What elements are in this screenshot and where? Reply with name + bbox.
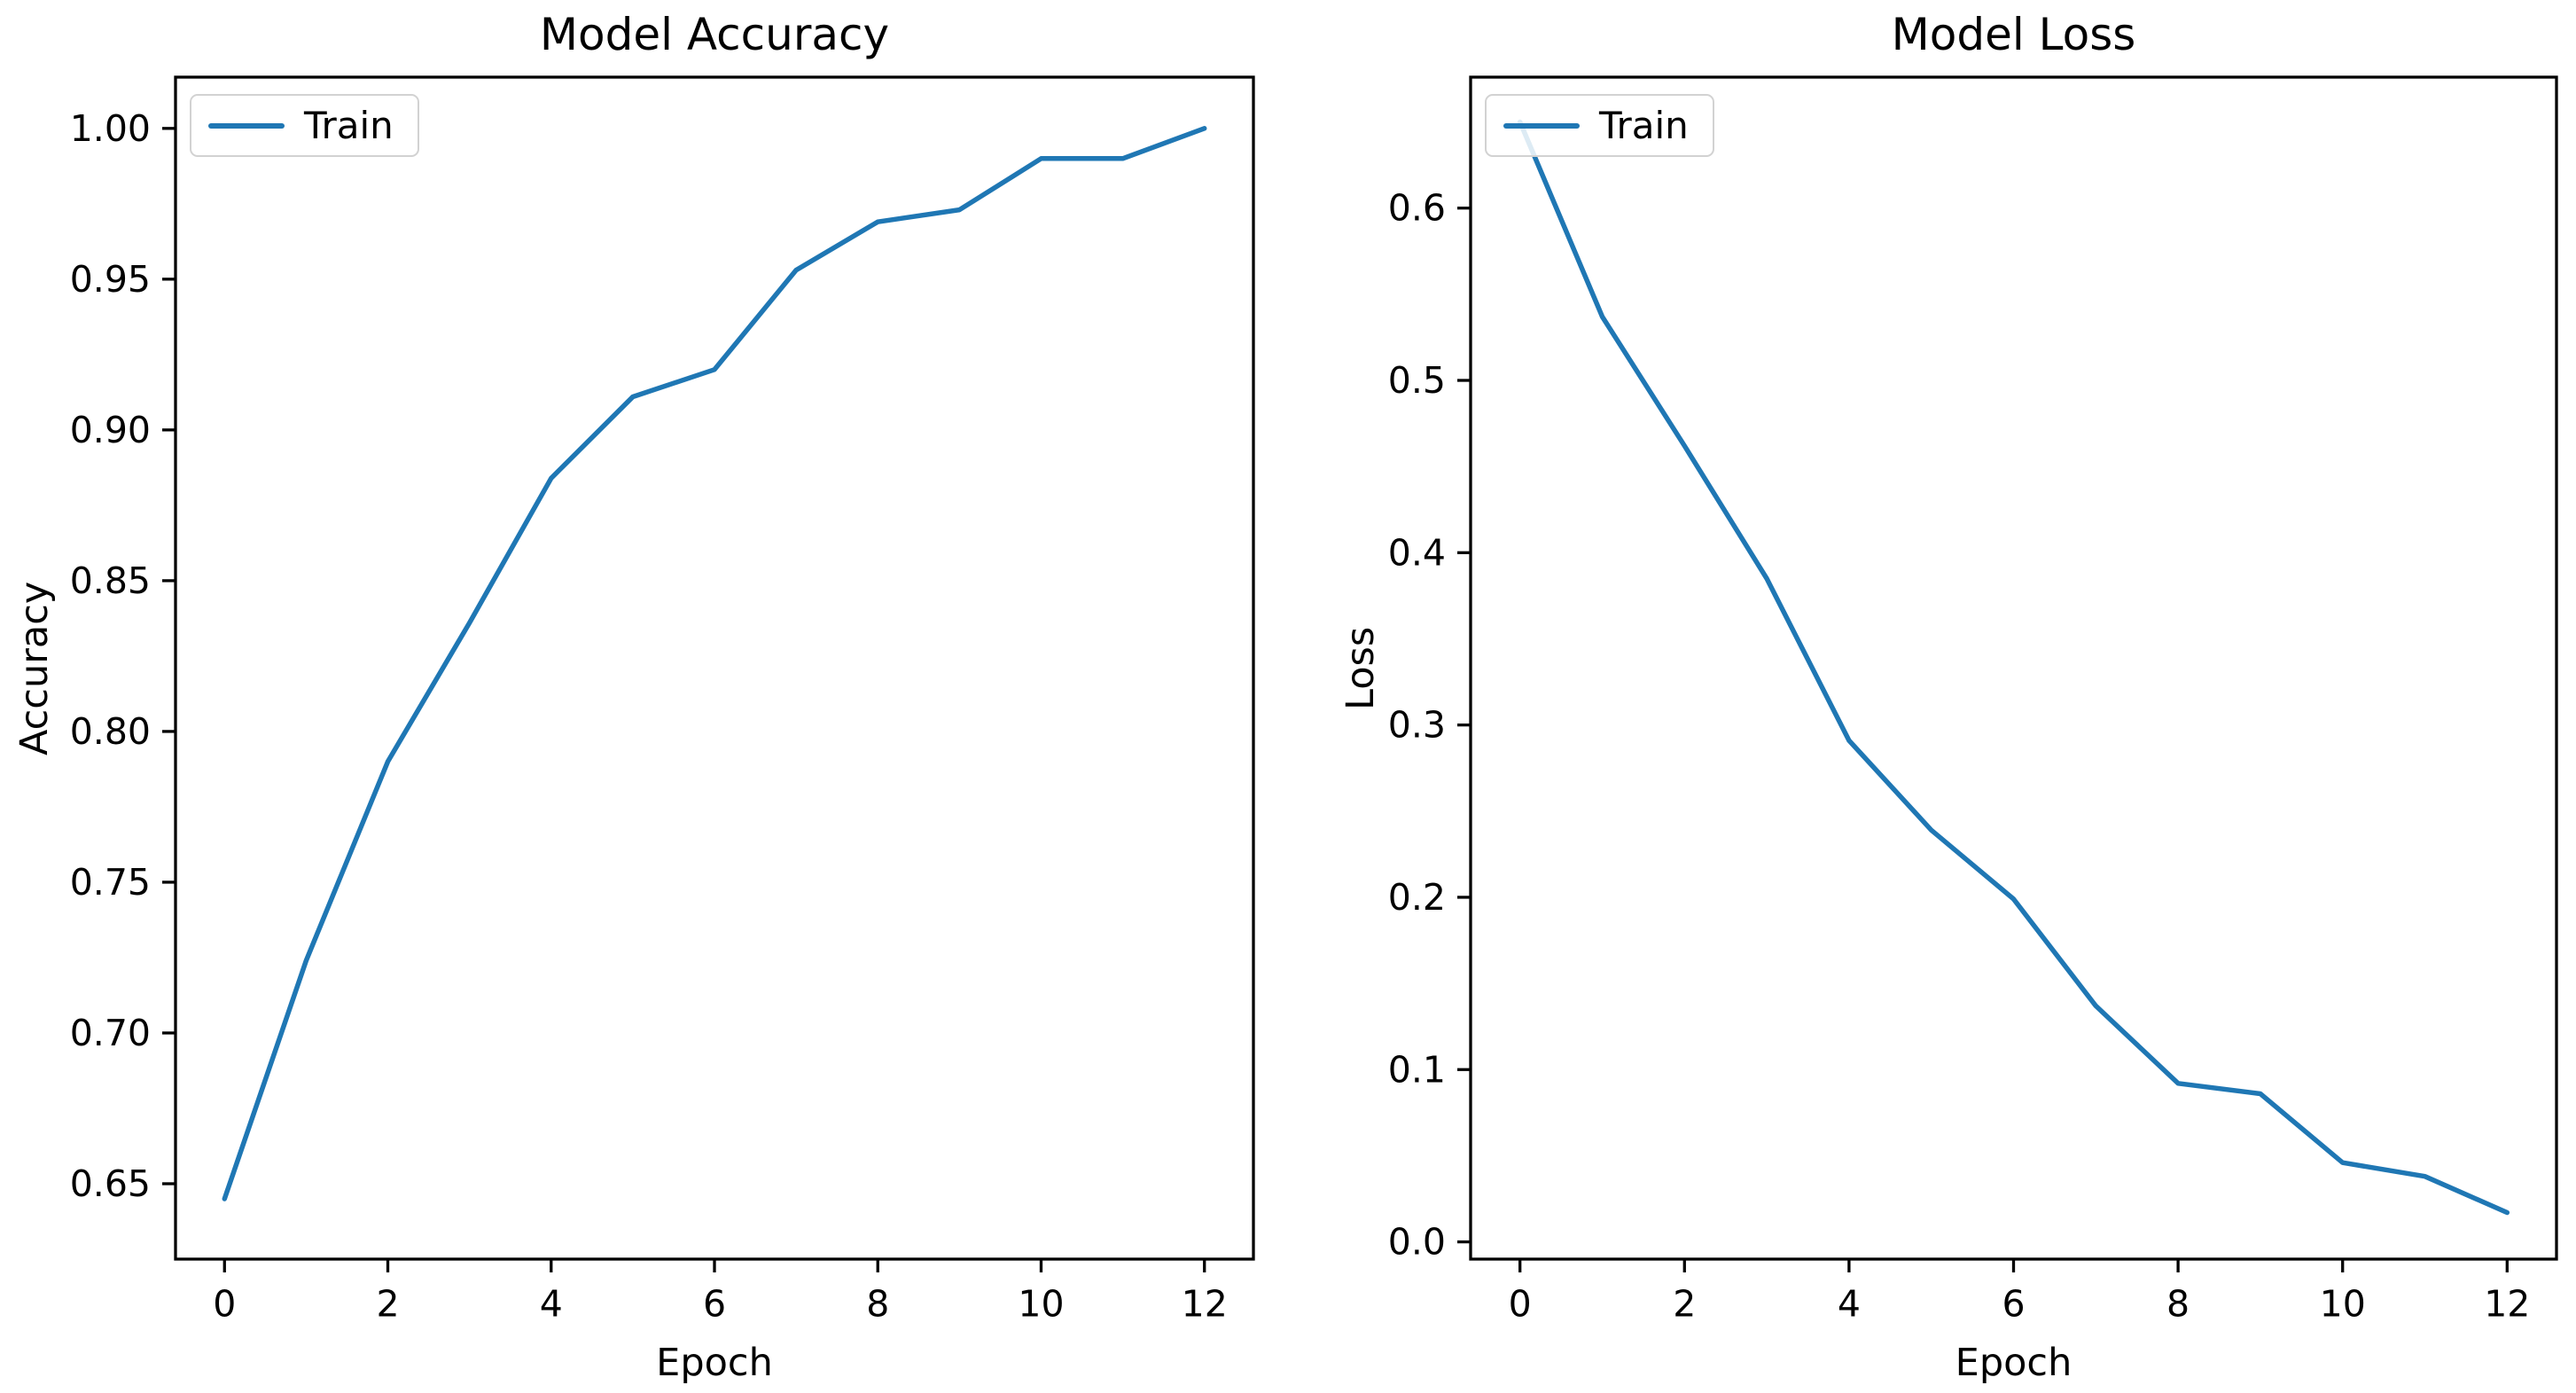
legend-line-swatch xyxy=(208,122,285,129)
legend-line-swatch xyxy=(1503,122,1580,129)
chart-accuracy-plot-area: 0 2 4 6 8 10 12 0.65 0.70 0.75 0.80 0.85 0.90 0.95 1.0… xyxy=(70,75,1255,1325)
y-tick-label: 0.70 xyxy=(70,1012,151,1054)
x-tick-label: 2 xyxy=(1673,1282,1696,1325)
y-tick-label: 0.95 xyxy=(70,258,151,301)
train-line xyxy=(222,126,1207,1201)
axes-frame xyxy=(174,75,1255,1261)
chart-accuracy-title: Model Accuracy xyxy=(539,9,890,60)
chart-accuracy-y-axis-label: Accuracy xyxy=(12,581,57,755)
chart-loss-y-axis-label: Loss xyxy=(1339,626,1383,710)
y-tick-label: 0.0 xyxy=(1388,1221,1446,1264)
y-tick-label: 0.3 xyxy=(1388,704,1446,747)
chart-accuracy: Model Accuracy Accuracy 0 2 4 6 8 10 12 0.65 0.7… xyxy=(12,12,1255,1385)
x-tick-label: 12 xyxy=(2484,1282,2530,1325)
train-line xyxy=(1517,119,2510,1216)
y-tick-label: 0.65 xyxy=(70,1162,151,1205)
y-tick-label: 0.80 xyxy=(70,710,151,753)
legend-label-train: Train xyxy=(1599,104,1689,147)
x-tick-label: 0 xyxy=(213,1282,236,1325)
y-tick-label: 0.5 xyxy=(1388,359,1446,402)
x-tick-label: 12 xyxy=(1182,1282,1228,1325)
x-tick-label: 2 xyxy=(376,1282,399,1325)
chart-loss-x-axis-label: Epoch xyxy=(1955,1341,2073,1385)
x-tick-label: 10 xyxy=(1018,1282,1064,1325)
y-tick-label: 0.75 xyxy=(70,861,151,904)
x-tick-label: 8 xyxy=(866,1282,889,1325)
y-tick-label: 0.4 xyxy=(1388,531,1446,574)
chart-loss-legend: Train xyxy=(1485,94,1714,157)
chart-loss-plot-area: 0 2 4 6 8 10 12 0.0 0.1 0.2 0.3 0.4 0.5 0.6 xyxy=(1388,75,2558,1325)
y-tick-label: 0.85 xyxy=(70,560,151,602)
y-tick-label: 0.90 xyxy=(70,409,151,451)
legend-label-train: Train xyxy=(304,104,394,147)
chart-loss-title: Model Loss xyxy=(1891,9,2136,60)
axes-frame xyxy=(1469,75,2558,1261)
x-tick-label: 0 xyxy=(1509,1282,1532,1325)
y-tick-label: 1.00 xyxy=(70,107,151,150)
y-tick-label: 0.2 xyxy=(1388,876,1446,919)
x-tick-label: 4 xyxy=(1838,1282,1861,1325)
chart-loss: Model Loss Loss 0 2 4 6 8 10 12 0.0 0.1 0.2 0.3 0.4… xyxy=(1339,12,2558,1385)
x-tick-label: 10 xyxy=(2320,1282,2366,1325)
chart-accuracy-legend: Train xyxy=(190,94,419,157)
x-tick-label: 6 xyxy=(703,1282,726,1325)
y-tick-label: 0.6 xyxy=(1388,187,1446,230)
x-tick-label: 8 xyxy=(2166,1282,2190,1325)
y-tick-label: 0.1 xyxy=(1388,1048,1446,1091)
x-tick-label: 6 xyxy=(2002,1282,2025,1325)
chart-accuracy-x-axis-label: Epoch xyxy=(656,1341,773,1385)
x-tick-label: 4 xyxy=(540,1282,563,1325)
